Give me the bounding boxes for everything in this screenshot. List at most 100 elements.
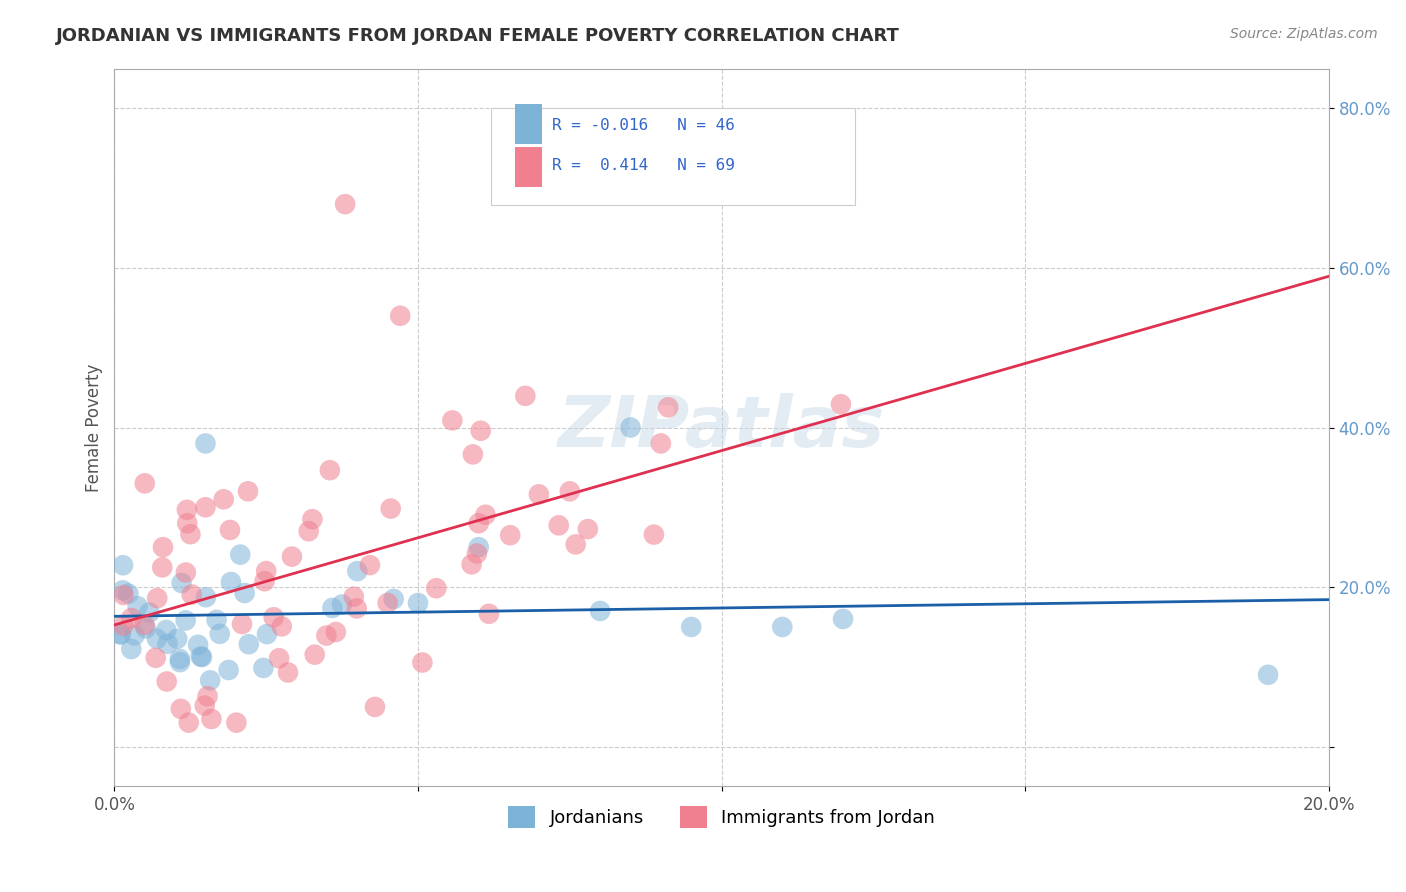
Text: R =  0.414   N = 69: R = 0.414 N = 69	[551, 158, 734, 173]
Point	[156, 637, 179, 651]
Point	[200, 712, 222, 726]
Point	[225, 715, 247, 730]
Point	[832, 612, 855, 626]
Point	[319, 463, 342, 477]
Point	[460, 558, 482, 572]
Point	[111, 583, 134, 598]
Point	[330, 598, 353, 612]
Point	[470, 424, 492, 438]
Point	[152, 540, 174, 554]
Point	[380, 501, 402, 516]
Point	[277, 665, 299, 680]
Point	[474, 508, 496, 522]
Point	[180, 587, 202, 601]
Bar	[515, 104, 541, 144]
Point	[321, 601, 343, 615]
Point	[170, 702, 193, 716]
Point	[547, 518, 569, 533]
Point	[197, 690, 219, 704]
Point	[212, 492, 235, 507]
Point	[304, 648, 326, 662]
Point	[170, 576, 193, 591]
Point	[169, 655, 191, 669]
Point	[527, 487, 550, 501]
Text: JORDANIAN VS IMMIGRANTS FROM JORDAN FEMALE POVERTY CORRELATION CHART: JORDANIAN VS IMMIGRANTS FROM JORDAN FEMA…	[56, 27, 900, 45]
Point	[179, 527, 201, 541]
Point	[425, 581, 447, 595]
Point	[229, 548, 252, 562]
Point	[346, 564, 368, 578]
Point	[301, 512, 323, 526]
Point	[461, 447, 484, 461]
Point	[112, 588, 135, 602]
Point	[315, 629, 337, 643]
Point	[194, 590, 217, 604]
Point	[770, 620, 793, 634]
Point	[441, 413, 464, 427]
Point	[138, 606, 160, 620]
Point	[120, 642, 142, 657]
Point	[145, 650, 167, 665]
Point	[389, 309, 412, 323]
Point	[515, 389, 537, 403]
Point	[110, 627, 132, 641]
Point	[155, 623, 177, 637]
Point	[359, 558, 381, 573]
Point	[194, 436, 217, 450]
Point	[650, 436, 672, 450]
Point	[325, 625, 347, 640]
FancyBboxPatch shape	[491, 108, 855, 205]
Point	[1257, 667, 1279, 681]
Point	[150, 560, 173, 574]
Text: ZIPatlas: ZIPatlas	[558, 393, 886, 462]
Point	[263, 610, 285, 624]
Point	[218, 663, 240, 677]
Point	[298, 524, 321, 539]
Point	[174, 566, 197, 580]
Point	[343, 590, 366, 604]
Point	[198, 673, 221, 688]
Point	[194, 500, 217, 515]
Point	[564, 537, 586, 551]
Point	[270, 619, 292, 633]
Point	[364, 699, 387, 714]
Point	[467, 516, 489, 531]
Point	[576, 522, 599, 536]
Point	[208, 627, 231, 641]
Point	[281, 549, 304, 564]
Text: Source: ZipAtlas.com: Source: ZipAtlas.com	[1230, 27, 1378, 41]
Point	[176, 503, 198, 517]
Point	[110, 627, 132, 641]
Point	[191, 650, 214, 665]
Point	[411, 656, 433, 670]
Point	[236, 484, 259, 499]
Point	[231, 617, 253, 632]
Point	[253, 574, 276, 589]
Point	[146, 632, 169, 646]
Point	[205, 613, 228, 627]
Point	[219, 523, 242, 537]
Point	[465, 546, 488, 560]
Point	[467, 540, 489, 554]
Point	[146, 591, 169, 606]
Point	[681, 620, 703, 634]
Point	[254, 564, 277, 578]
Bar	[515, 147, 541, 187]
Point	[112, 618, 135, 632]
Point	[657, 401, 679, 415]
Point	[219, 574, 242, 589]
Legend: Jordanians, Immigrants from Jordan: Jordanians, Immigrants from Jordan	[501, 798, 942, 835]
Point	[127, 599, 149, 614]
Point	[166, 632, 188, 646]
Y-axis label: Female Poverty: Female Poverty	[86, 363, 103, 491]
Point	[176, 516, 198, 531]
Point	[117, 587, 139, 601]
Point	[382, 591, 405, 606]
Point	[377, 596, 399, 610]
Point	[134, 476, 156, 491]
Point	[156, 674, 179, 689]
Point	[112, 558, 135, 573]
Point	[233, 586, 256, 600]
Point	[194, 698, 217, 713]
Point	[124, 628, 146, 642]
